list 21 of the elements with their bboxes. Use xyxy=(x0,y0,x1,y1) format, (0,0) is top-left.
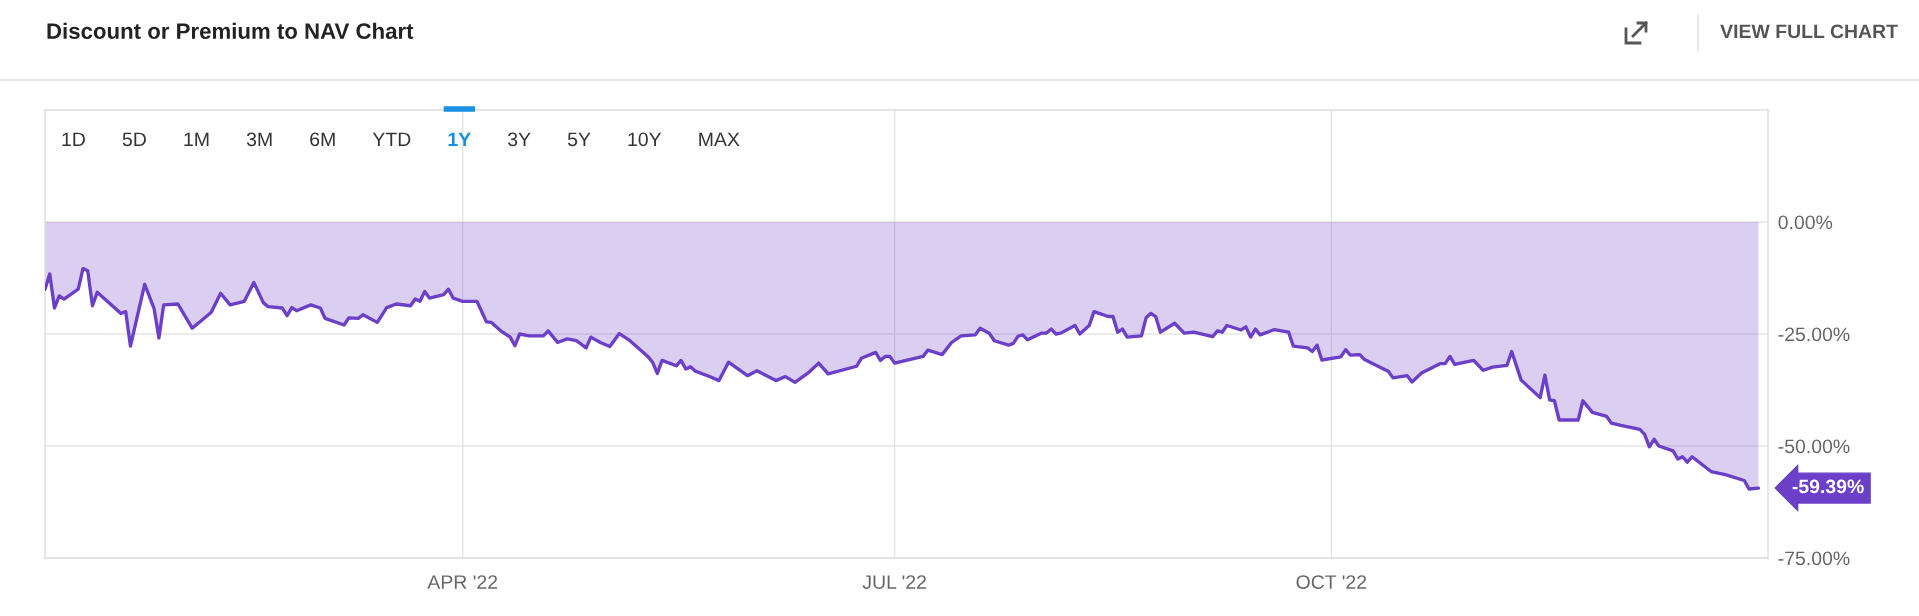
annotation: -59.39% xyxy=(1792,479,1864,494)
y-tick-label: -75.00% xyxy=(1778,551,1850,566)
y-tick-label: -25.00% xyxy=(1778,327,1850,342)
annotation: 6M xyxy=(310,132,335,147)
annotation: 1D xyxy=(62,132,85,147)
annotation: 5Y xyxy=(567,132,591,147)
annotation: 3Y xyxy=(507,132,531,147)
text: VIEW FULL CHART xyxy=(1720,24,1898,39)
annotation: MAX xyxy=(699,132,740,147)
annotation: 3M xyxy=(246,132,272,147)
x-tick-label: APR '22 xyxy=(427,575,498,589)
annotation: 5D xyxy=(122,132,146,147)
chart-title: Discount or Premium to NAV Chart xyxy=(47,22,414,39)
annotation: 1Y xyxy=(448,132,471,147)
annotation: 10Y xyxy=(628,132,662,147)
x-tick-label: JUL '22 xyxy=(862,575,926,589)
y-tick-label: -50.00% xyxy=(1778,439,1850,454)
y-tick-label: 0.00% xyxy=(1778,215,1833,230)
x-tick-label: OCT '22 xyxy=(1296,575,1367,589)
annotation: 1M xyxy=(184,132,209,147)
annotation: YTD xyxy=(372,132,411,147)
